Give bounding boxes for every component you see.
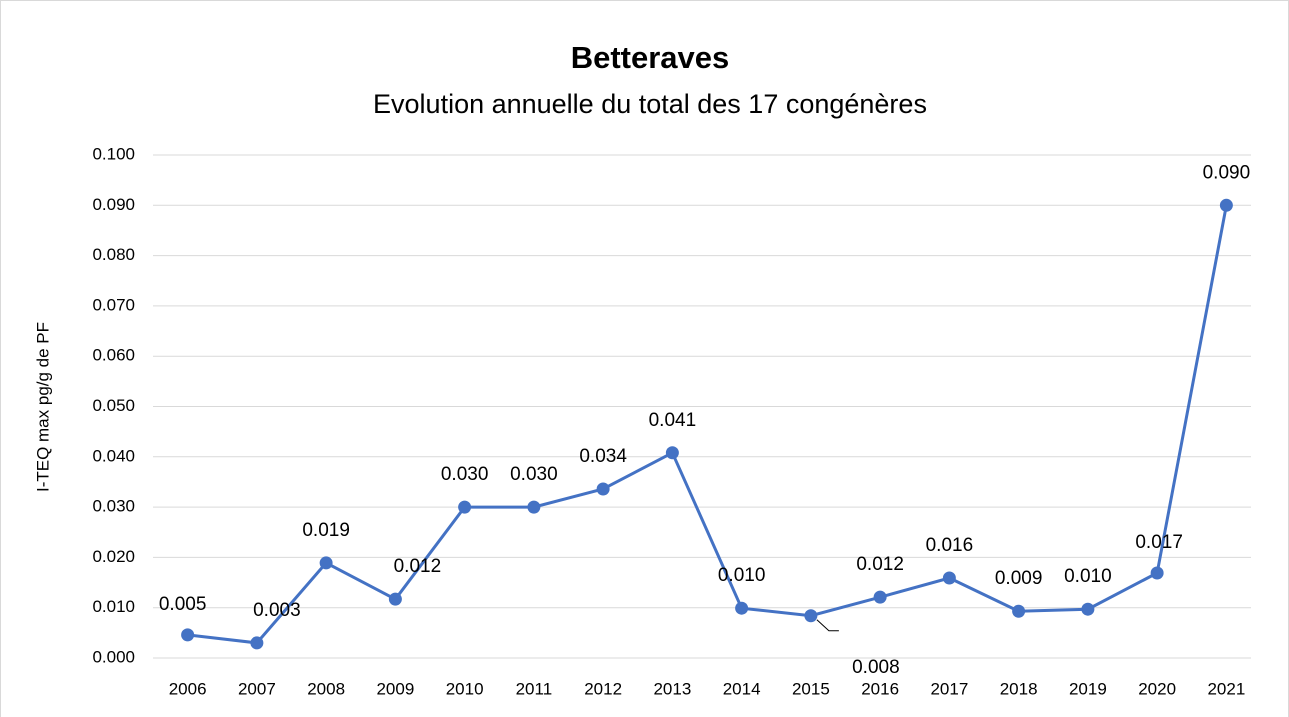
chart-subtitle: Evolution annuelle du total des 17 congé…: [373, 89, 927, 119]
x-tick-label: 2020: [1138, 679, 1176, 698]
data-label: 0.003: [253, 600, 301, 621]
marker: [181, 628, 195, 642]
x-tick-label: 2015: [792, 679, 830, 698]
x-tick-label: 2012: [584, 679, 622, 698]
x-tick-label: 2018: [1000, 679, 1038, 698]
y-tick-label: 0.030: [92, 497, 135, 516]
x-tick-label: 2010: [446, 679, 484, 698]
chart-title: Betteraves: [571, 40, 730, 75]
y-tick-label: 0.040: [92, 446, 135, 465]
marker: [319, 556, 333, 570]
x-tick-label: 2007: [238, 679, 276, 698]
marker: [1150, 566, 1164, 580]
x-tick-label: 2014: [723, 679, 761, 698]
data-label: 0.005: [159, 594, 207, 615]
x-tick-label: 2011: [516, 679, 553, 698]
y-tick-label: 0.010: [92, 597, 135, 616]
x-tick-label: 2021: [1207, 679, 1245, 698]
marker: [388, 592, 402, 606]
marker: [1012, 604, 1026, 618]
y-tick-label: 0.020: [92, 547, 135, 566]
x-tick-label: 2019: [1069, 679, 1107, 698]
marker: [873, 590, 887, 604]
data-label: 0.010: [1064, 566, 1112, 587]
data-label: 0.010: [718, 565, 766, 586]
data-label: 0.017: [1135, 532, 1183, 553]
x-tick-label: 2009: [376, 679, 414, 698]
y-axis-label: I-TEQ max pg/g de PF: [33, 322, 52, 492]
marker: [527, 500, 541, 514]
marker: [1219, 198, 1233, 212]
marker: [665, 446, 679, 460]
data-label: 0.012: [856, 554, 904, 575]
y-tick-label: 0.000: [92, 647, 135, 666]
marker: [804, 609, 818, 623]
data-label: 0.016: [926, 535, 974, 556]
data-label: 0.019: [302, 520, 350, 541]
marker: [250, 636, 264, 650]
x-tick-label: 2008: [307, 679, 345, 698]
y-tick-label: 0.060: [92, 346, 135, 365]
marker: [1081, 602, 1095, 616]
data-label: 0.034: [579, 446, 627, 467]
data-label: 0.012: [394, 556, 442, 577]
x-tick-label: 2017: [930, 679, 968, 698]
x-tick-label: 2013: [653, 679, 691, 698]
data-label: 0.008: [852, 657, 900, 678]
y-tick-label: 0.090: [92, 195, 135, 214]
line: [187, 205, 1228, 645]
data-label: 0.030: [510, 464, 558, 485]
y-tick-label: 0.100: [92, 144, 135, 163]
y-tick-label: 0.080: [92, 245, 135, 264]
data-label: 0.041: [649, 410, 697, 431]
marker: [942, 571, 956, 585]
marker: [735, 601, 749, 615]
x-tick-label: 2016: [861, 679, 899, 698]
marker: [596, 482, 610, 496]
y-tick-label: 0.070: [92, 295, 135, 314]
data-label: 0.090: [1203, 162, 1251, 183]
data-label: 0.030: [441, 464, 489, 485]
x-tick-label: 2006: [169, 679, 207, 698]
y-tick-label: 0.050: [92, 396, 135, 415]
marker: [458, 500, 472, 514]
data-label: 0.009: [995, 568, 1043, 589]
leader-line: [816, 619, 839, 632]
